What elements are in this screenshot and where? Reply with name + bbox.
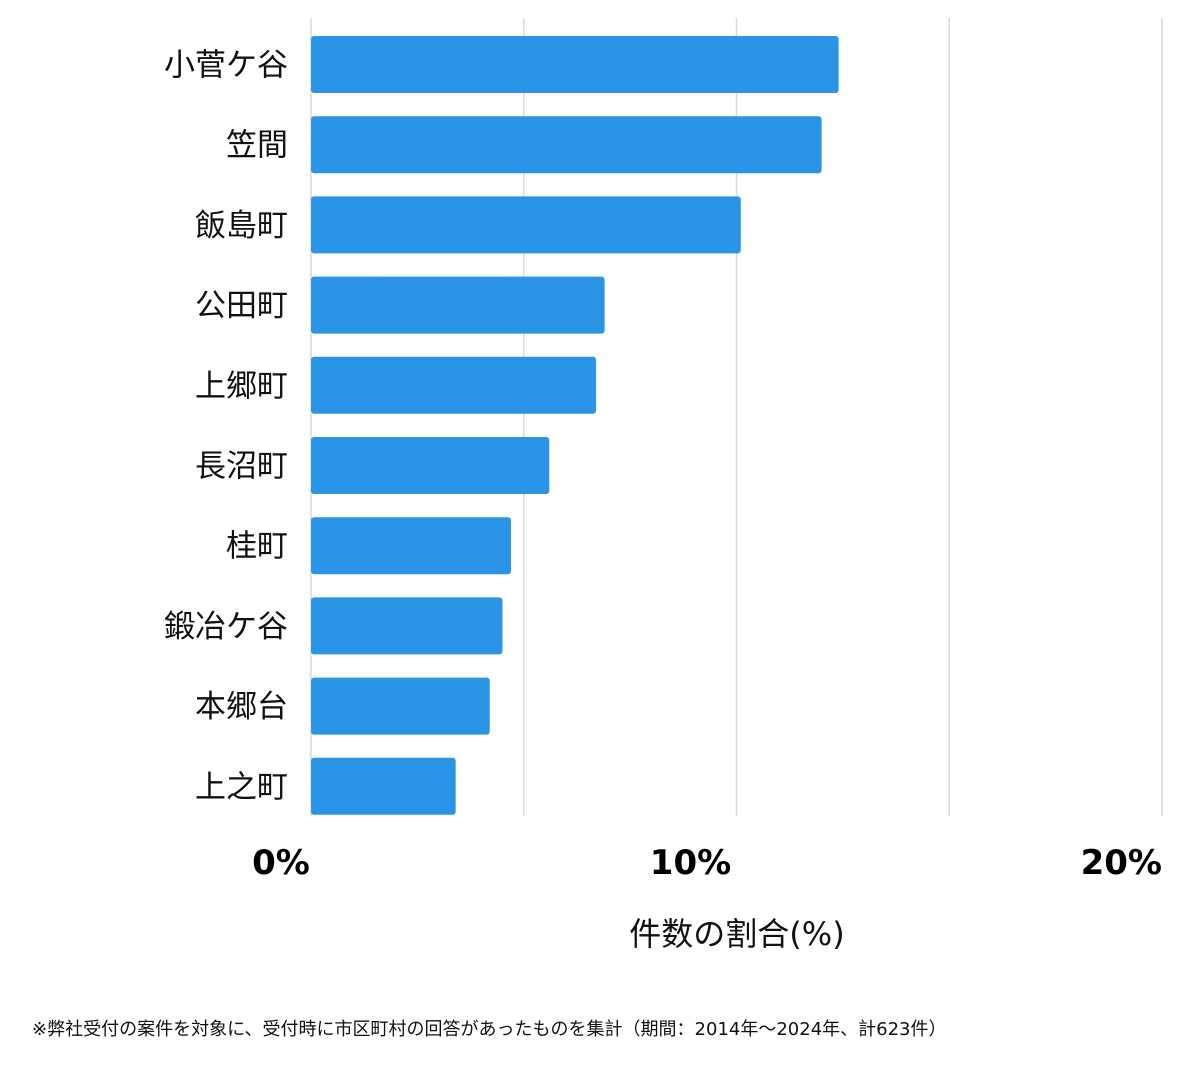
category-label-7: 鍛冶ケ谷: [164, 609, 288, 645]
category-label-0: 小菅ケ谷: [164, 48, 288, 84]
category-label-2: 飯島町: [195, 208, 288, 244]
bar-2: [311, 196, 741, 254]
bar-1: [311, 116, 822, 174]
x-tick-label-2: 20%: [1081, 843, 1162, 883]
x-tick-labels: 0% 10% 20%: [252, 843, 1162, 883]
category-label-5: 長沼町: [195, 449, 288, 485]
bar-7: [311, 597, 503, 655]
bar-4: [311, 356, 597, 414]
bar-5: [311, 437, 550, 494]
bar-0: [311, 36, 839, 93]
category-label-8: 本郷台: [195, 689, 288, 725]
bars: [311, 36, 839, 815]
footnote: ※弊社受付の案件を対象に、受付時に市区町村の回答があったものを集計（期間：201…: [32, 1019, 947, 1040]
category-label-6: 桂町: [226, 529, 288, 565]
bar-8: [311, 677, 490, 735]
bar-6: [311, 517, 511, 575]
bar-3: [311, 276, 605, 334]
category-label-9: 上之町: [195, 769, 288, 805]
x-axis-label: 件数の割合(%): [629, 915, 844, 953]
category-label-1: 笠間: [226, 128, 288, 164]
category-label-4: 上郷町: [195, 368, 288, 404]
x-tick-label-1: 10%: [650, 843, 731, 883]
bar-9: [311, 757, 456, 815]
x-tick-label-0: 0%: [252, 843, 310, 883]
category-label-3: 公田町: [195, 288, 288, 324]
